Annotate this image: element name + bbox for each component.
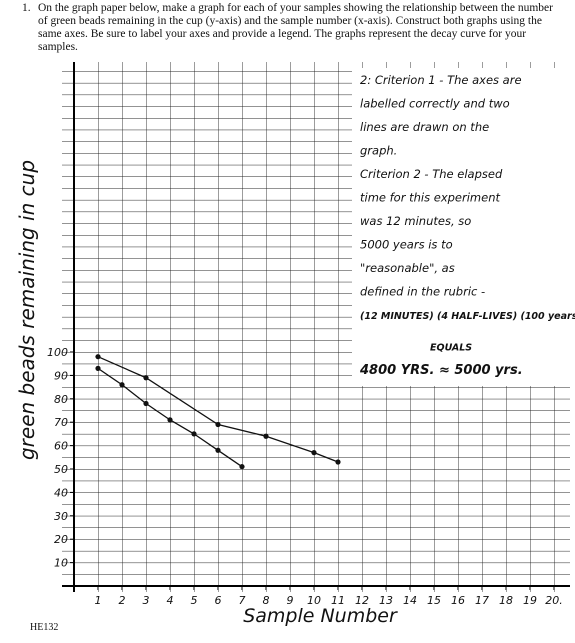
note-line: lines are drawn on the xyxy=(360,120,489,134)
data-point xyxy=(95,365,101,371)
note-line: 2: Criterion 1 - The axes are xyxy=(360,73,522,87)
x-tick-label: 14 xyxy=(403,594,417,607)
x-tick-label: 3 xyxy=(143,594,150,607)
data-point xyxy=(167,417,173,423)
x-tick-label: 6 xyxy=(215,594,222,607)
y-tick-label: 70 xyxy=(54,416,68,429)
data-point xyxy=(215,447,221,453)
y-tick-label: 20 xyxy=(54,533,68,546)
data-point xyxy=(311,450,317,456)
data-point xyxy=(95,354,101,360)
y-tick-label: 50 xyxy=(54,463,68,476)
x-tick-label: 9 xyxy=(287,594,294,607)
data-point xyxy=(143,375,149,381)
x-tick-label: 12 xyxy=(355,594,369,607)
x-tick-label: 18 xyxy=(499,594,513,607)
question-text: On the graph paper below, make a graph f… xyxy=(38,2,553,53)
note-line: 5000 years is to xyxy=(360,238,453,252)
data-point xyxy=(263,433,269,439)
note-line: (12 MINUTES) (4 HALF-LIVES) (100 years) xyxy=(360,311,575,322)
y-tick-label: 10 xyxy=(54,557,68,570)
y-tick-label: 60 xyxy=(54,440,68,453)
y-tick-label: 90 xyxy=(54,369,68,382)
data-point xyxy=(215,421,221,428)
notes-area xyxy=(352,68,570,386)
note-line: Criterion 2 - The elapsed xyxy=(360,167,503,181)
y-axis-label: green beads remaining in cup xyxy=(15,160,39,460)
x-tick-label: 7 xyxy=(239,594,246,607)
question: 1. On the graph paper below, make a grap… xyxy=(22,2,557,54)
x-tick-label: 13 xyxy=(379,594,393,607)
data-point xyxy=(143,400,149,407)
note-line: "reasonable", as xyxy=(360,261,455,275)
note-line: labelled correctly and two xyxy=(360,97,510,111)
x-tick-label: 19 xyxy=(523,594,537,607)
note-line: 4800 YRS. ≈ 5000 yrs. xyxy=(359,363,523,378)
x-tick-label: 15 xyxy=(427,594,441,607)
x-tick-label: 16 xyxy=(451,594,465,607)
note-line: defined in the rubric - xyxy=(360,285,485,299)
y-tick-label: 40 xyxy=(54,486,68,499)
x-tick-label: 11 xyxy=(331,594,345,607)
data-point xyxy=(239,464,245,470)
x-tick-label: 20. xyxy=(545,594,563,607)
y-tick-label: 80 xyxy=(54,393,68,406)
footer: HE132 xyxy=(30,622,59,633)
x-tick-label: 1 xyxy=(95,594,102,607)
note-line: time for this experiment xyxy=(360,191,500,205)
x-tick-label: 2 xyxy=(119,594,126,607)
x-tick-label: 5 xyxy=(191,594,198,607)
notes: 2: Criterion 1 - The axes are labelled co… xyxy=(359,73,575,378)
y-tick-label: 30 xyxy=(54,510,68,523)
data-point xyxy=(191,431,197,437)
data-point xyxy=(335,459,341,465)
y-tick-label: 100 xyxy=(47,346,68,359)
x-tick-label: 10 xyxy=(307,594,321,607)
x-axis-label: Sample Number xyxy=(243,605,398,627)
x-tick-label: 4 xyxy=(167,594,174,607)
note-line: graph. xyxy=(360,144,397,158)
note-line: EQUALS xyxy=(430,343,472,354)
x-tick-label: 8 xyxy=(263,594,270,607)
x-tick-label: 17 xyxy=(475,594,489,607)
question-number: 1. xyxy=(22,2,31,14)
data-point xyxy=(119,382,125,388)
note-line: was 12 minutes, so xyxy=(360,214,471,228)
data-line xyxy=(97,356,339,463)
